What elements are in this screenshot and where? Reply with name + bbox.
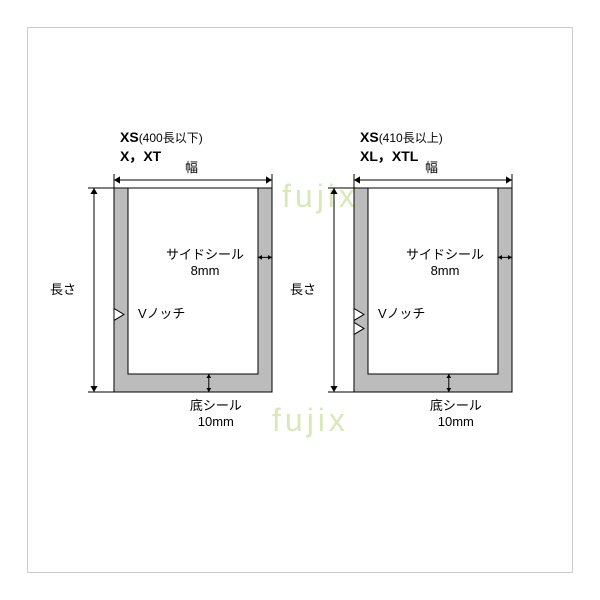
length-label: 長さ	[290, 282, 316, 298]
seal-area	[354, 188, 512, 392]
diagrams-root: XS(400長以下)X，XT 幅長さサイドシール8mmVノッチ底シール10mmX…	[62, 128, 542, 453]
bottom-seal-label: 底シール10mm	[190, 398, 242, 429]
diagram: XS(400長以下)X，XT 幅長さサイドシール8mmVノッチ底シール10mm	[62, 128, 302, 448]
diagram-svg	[62, 128, 302, 448]
bottom-seal-label: 底シール10mm	[430, 398, 482, 429]
v-notch-label: Vノッチ	[378, 306, 425, 322]
seal-area	[114, 188, 272, 392]
side-seal-label: サイドシール8mm	[406, 247, 484, 278]
length-label: 長さ	[50, 282, 76, 298]
width-label: 幅	[185, 160, 198, 176]
diagram-svg	[302, 128, 542, 448]
width-label: 幅	[425, 160, 438, 176]
diagram: XS(410長以上)XL，XTL 幅長さサイドシール8mmVノッチ底シール10m…	[302, 128, 542, 448]
side-seal-label: サイドシール8mm	[166, 247, 244, 278]
v-notch-label: Vノッチ	[138, 306, 185, 322]
